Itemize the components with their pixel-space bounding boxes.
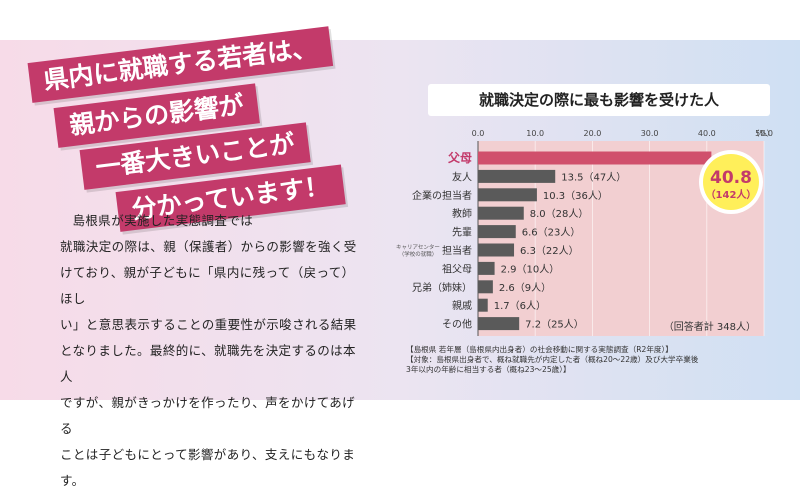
- category-label: 祖父母: [442, 262, 472, 275]
- x-tick-label: 30.0: [641, 129, 659, 138]
- bar: [478, 151, 712, 165]
- x-tick-label: 10.0: [526, 129, 544, 138]
- bar: [478, 298, 488, 312]
- body-line-3: けており、親が子どもに「県内に残って（戻って）ほし: [60, 265, 355, 306]
- category-label: 企業の担当者: [412, 189, 472, 202]
- category-label: 親戚: [452, 299, 472, 312]
- footnote-source: 【島根県 若年層（島根県内出身者）の社会移動に関する実態調査（R2年度）】: [406, 345, 673, 354]
- bar-value-label: 13.5（47人）: [561, 171, 626, 183]
- body-line-5: となりました。最終的に、就職先を決定するのは本人: [60, 343, 356, 384]
- callout-count: （142人）: [706, 188, 757, 201]
- bar-value-label: 2.9（10人）: [501, 263, 560, 275]
- category-label: 担当者: [442, 244, 472, 257]
- bar-value-label: 6.3（22人）: [520, 245, 579, 257]
- body-line-1: 島根県が実施した実態調査では: [72, 213, 254, 228]
- body-line-2: 就職決定の際は、親（保護者）からの影響を強く受: [60, 239, 357, 254]
- category-label: 先輩: [452, 226, 472, 239]
- bar-value-label: 7.2（25人）: [525, 319, 584, 331]
- bar: [478, 317, 520, 331]
- chart-footnote: 【島根県 若年層（島根県内出身者）の社会移動に関する実態調査（R2年度）】 【対…: [406, 345, 796, 375]
- x-axis-unit: （%）: [752, 129, 774, 138]
- category-label: 教師: [452, 207, 472, 220]
- x-tick-label: 50.0: [755, 129, 773, 138]
- bar-value-label: 6.6（23人）: [522, 227, 581, 239]
- bar: [478, 261, 495, 275]
- callout-circle: [703, 154, 759, 210]
- x-tick-label: 40.0: [698, 129, 716, 138]
- bar: [478, 206, 524, 220]
- bar: [478, 188, 537, 202]
- category-label: 父母: [447, 151, 472, 165]
- x-tick-label: 0.0: [472, 129, 485, 138]
- category-label: 友人: [452, 170, 472, 183]
- total-respondents-note: （回答者計 348人）: [664, 320, 756, 333]
- footnote-target-1: 【対象：島根県出身者で、概ね就職先が内定した者（概ね20〜22歳）及び大学卒業後: [406, 355, 699, 364]
- body-line-4: い」と意思表示することの重要性が示唆される結果: [60, 317, 357, 332]
- bar: [478, 243, 515, 257]
- category-label: 兄弟（姉妹）: [412, 281, 472, 294]
- category-label: その他: [442, 318, 472, 331]
- bar-value-label: 10.3（36人）: [543, 190, 608, 202]
- callout-value: 40.8: [710, 168, 752, 188]
- bar: [478, 280, 493, 294]
- bar-value-label: 1.7（6人）: [494, 300, 546, 312]
- category-subnote: キャリアセンター: [396, 243, 440, 251]
- chart-title: 就職決定の際に最も影響を受けた人: [428, 84, 770, 116]
- bar: [478, 225, 516, 239]
- x-tick-label: 20.0: [583, 129, 601, 138]
- bar-value-label: 8.0（28人）: [530, 208, 589, 220]
- body-line-7: ことは子どもにとって影響があり、支えにもなります。: [60, 447, 356, 488]
- bar: [478, 169, 556, 183]
- bar-value-label: 2.6（9人）: [499, 282, 551, 294]
- category-subnote: （学校の就職）: [399, 250, 438, 258]
- footnote-target-2: 3年以内の年齢に相当する者（概ね23〜25歳）】: [406, 365, 571, 374]
